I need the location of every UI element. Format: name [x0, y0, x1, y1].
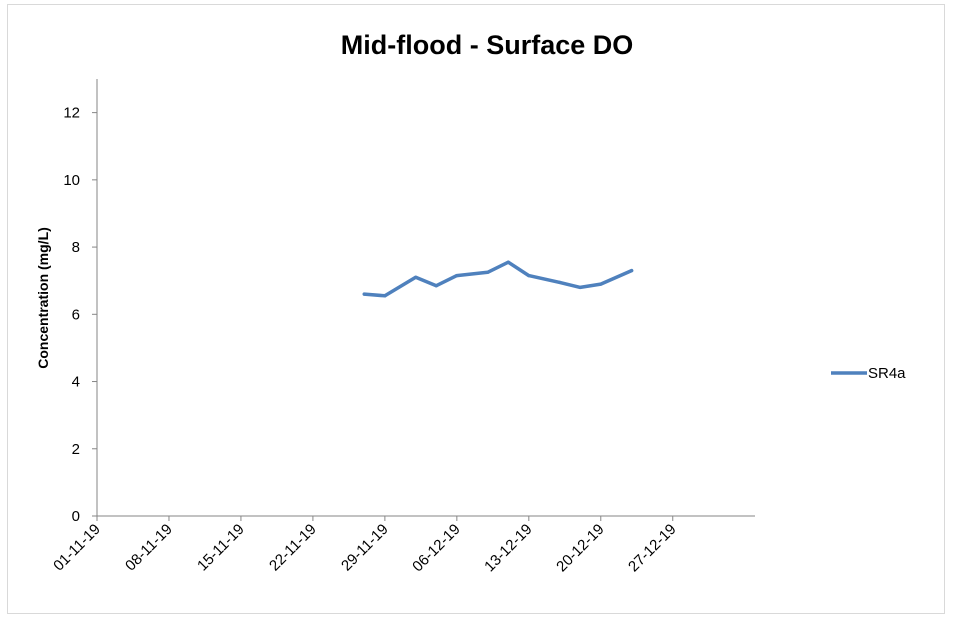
legend: SR4a [831, 365, 906, 382]
x-tick-label: 06-12-19 [409, 521, 463, 575]
y-tick-label: 2 [72, 441, 80, 458]
x-tick-label: 01-11-19 [50, 521, 104, 575]
data-point [414, 275, 418, 279]
x-tick-label: 22-11-19 [266, 521, 320, 575]
series-line [362, 260, 634, 298]
y-tick-label: 6 [72, 306, 80, 323]
x-tick-label: 20-12-19 [553, 521, 607, 575]
y-tick-label: 4 [72, 374, 80, 391]
data-point [506, 260, 510, 264]
chart-title: Mid-flood - Surface DO [341, 30, 634, 60]
x-tick-label: 13-12-19 [481, 521, 535, 575]
x-axis-ticks: 01-11-19 08-11-19 15-11-19 22-11-19 29-11-19… [50, 516, 680, 575]
x-tick-label: 27-12-19 [625, 521, 679, 575]
y-tick-label: 0 [72, 508, 80, 525]
data-point [630, 269, 634, 273]
data-point [486, 270, 490, 274]
data-point [362, 292, 366, 296]
y-tick-label: 12 [63, 105, 80, 122]
data-point [599, 282, 603, 286]
data-point [455, 274, 459, 278]
data-point [527, 274, 531, 278]
data-point [558, 280, 562, 284]
legend-label: SR4a [868, 365, 906, 382]
y-axis-label: Concentration (mg/L) [35, 227, 51, 369]
series-layer [362, 260, 634, 298]
x-tick-label: 29-11-19 [338, 521, 392, 575]
data-point [434, 284, 438, 288]
chart-frame [7, 4, 945, 614]
data-point [578, 285, 582, 290]
y-tick-label: 8 [72, 239, 80, 256]
x-tick-label: 15-11-19 [194, 521, 248, 575]
data-point [383, 294, 387, 298]
y-tick-label: 10 [63, 172, 80, 189]
x-tick-label: 08-11-19 [122, 521, 176, 575]
y-axis-ticks: 0 2 4 6 8 10 12 [63, 105, 97, 525]
